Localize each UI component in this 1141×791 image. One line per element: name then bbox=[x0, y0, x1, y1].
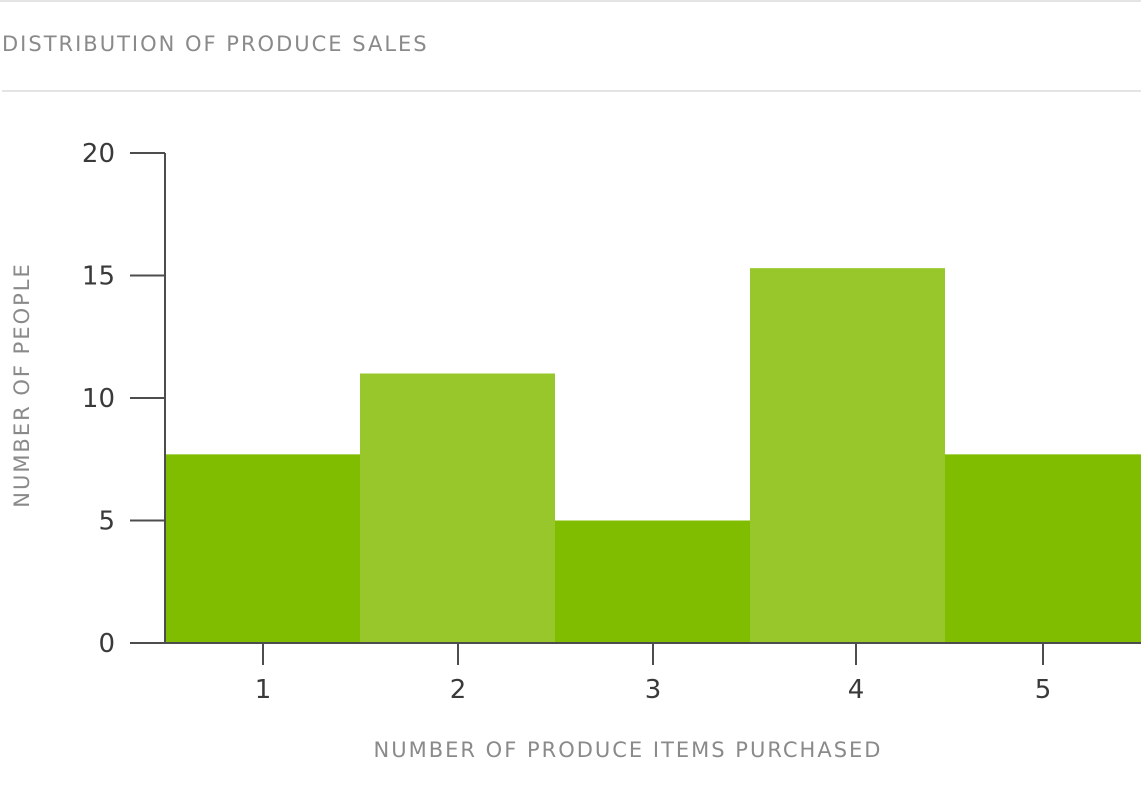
bar-2 bbox=[360, 373, 555, 643]
y-axis-title: NUMBER OF PEOPLE bbox=[10, 262, 34, 508]
title-divider bbox=[2, 90, 1141, 92]
x-tick-label-4: 4 bbox=[848, 675, 865, 705]
chart-title: DISTRIBUTION OF PRODUCE SALES bbox=[2, 32, 429, 56]
top-divider bbox=[0, 0, 1141, 2]
bar-3 bbox=[555, 520, 750, 643]
y-tick-label-5: 5 bbox=[98, 507, 115, 537]
bar-4 bbox=[750, 268, 945, 643]
x-tick-label-3: 3 bbox=[645, 675, 662, 705]
bar-1 bbox=[165, 454, 360, 643]
x-tick-label-1: 1 bbox=[255, 675, 272, 705]
y-tick-label-15: 15 bbox=[82, 262, 115, 292]
x-tick-label-2: 2 bbox=[450, 675, 467, 705]
bar-5 bbox=[945, 454, 1141, 643]
x-tick-label-5: 5 bbox=[1035, 675, 1052, 705]
x-axis-title: NUMBER OF PRODUCE ITEMS PURCHASED bbox=[373, 738, 883, 762]
y-tick-label-10: 10 bbox=[82, 384, 115, 414]
y-tick-label-20: 20 bbox=[82, 139, 115, 169]
y-tick-label-0: 0 bbox=[98, 629, 115, 659]
